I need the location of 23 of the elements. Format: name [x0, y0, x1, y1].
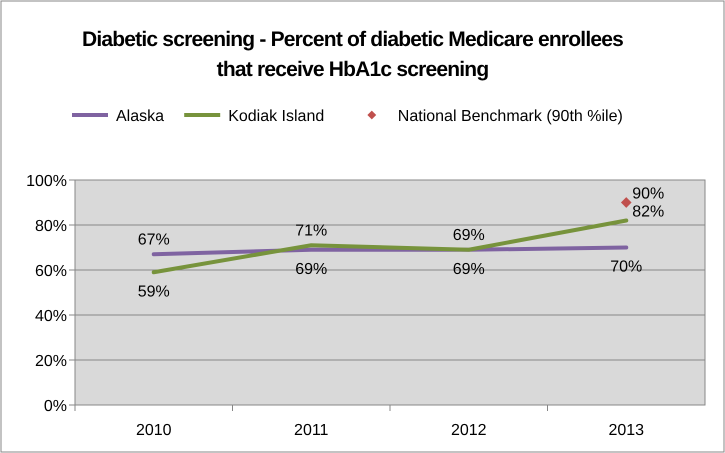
- data-label: 69%: [452, 260, 485, 278]
- legend-label: Alaska: [116, 108, 164, 125]
- y-tick-label: 40%: [34, 308, 67, 325]
- legend-label: National Benchmark (90th %ile): [398, 108, 623, 125]
- x-tick-label: 2010: [136, 422, 172, 439]
- chart-title: Diabetic screening - Percent of diabetic Medicare enrollees that receive HbA1c screening: [82, 28, 624, 81]
- data-label: 69%: [295, 260, 328, 278]
- data-label: 70%: [610, 258, 642, 276]
- data-label: 90%: [632, 186, 664, 202]
- x-tick-label: 2013: [608, 422, 644, 439]
- y-tick-label: 80%: [34, 218, 67, 235]
- data-label: 82%: [632, 204, 664, 220]
- data-label: 71%: [295, 222, 328, 240]
- y-tick-label: 0%: [44, 398, 67, 415]
- data-label: 67%: [138, 231, 170, 248]
- y-tick-label: 100%: [26, 173, 67, 190]
- data-label: 69%: [452, 226, 485, 244]
- x-tick-label: 2011: [294, 422, 329, 439]
- data-label: 59%: [138, 283, 170, 300]
- x-tick-label: 2012: [450, 422, 487, 439]
- legend-label: Kodiak Island: [228, 108, 324, 125]
- y-tick-label: 20%: [34, 353, 67, 370]
- y-tick-label: 60%: [34, 263, 67, 280]
